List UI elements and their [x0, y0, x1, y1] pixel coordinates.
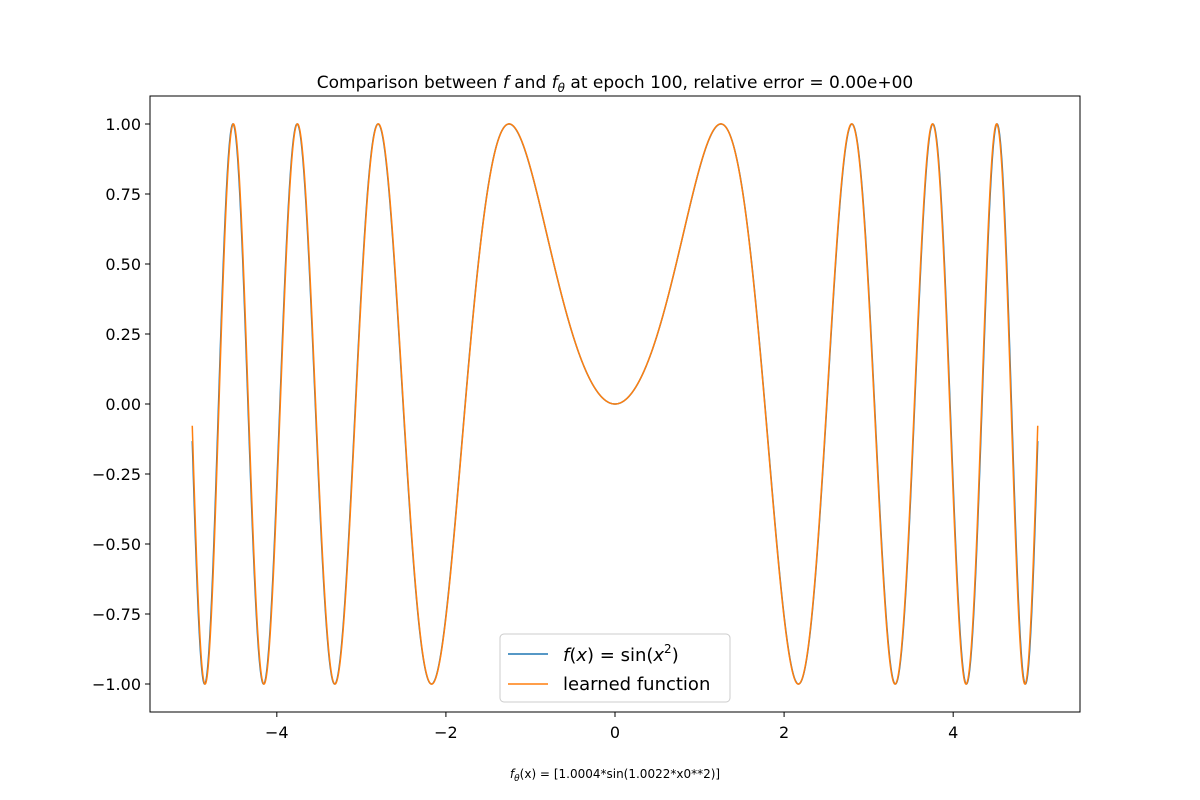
x-tick-label: −4 — [265, 723, 289, 742]
y-tick-label: −0.50 — [92, 535, 141, 554]
legend-label-true-function: f(x) = sin(x2) — [563, 642, 679, 666]
x-axis: −4 −2 0 2 4 — [265, 712, 958, 742]
y-tick-label: −0.25 — [92, 465, 141, 484]
x-tick-label: −2 — [434, 723, 458, 742]
learned-formula-footnote: fθ(x) = [1.0004*sin(1.0022*x0**2)] — [510, 767, 720, 784]
y-axis: 1.00 0.75 0.50 0.25 0.00 −0.25 −0.50 −0.75 −1.00 — [92, 115, 150, 694]
x-tick-label: 4 — [948, 723, 958, 742]
legend-box — [499, 633, 731, 703]
y-tick-label: 0.25 — [105, 325, 141, 344]
x-tick-label: 0 — [610, 723, 620, 742]
y-tick-label: −1.00 — [92, 675, 141, 694]
y-tick-label: −0.75 — [92, 605, 141, 624]
y-tick-label: 0.75 — [105, 185, 141, 204]
x-tick-label: 2 — [779, 723, 789, 742]
legend: f(x) = sin(x2) learned function — [499, 633, 731, 703]
chart-title: Comparison between f and fθ at epoch 100… — [317, 73, 914, 95]
y-tick-label: 0.00 — [105, 395, 141, 414]
series-line-learned-function — [191, 123, 1039, 685]
legend-label-learned-function: learned function — [563, 674, 710, 695]
y-tick-label: 0.50 — [105, 255, 141, 274]
y-tick-label: 1.00 — [105, 115, 141, 134]
